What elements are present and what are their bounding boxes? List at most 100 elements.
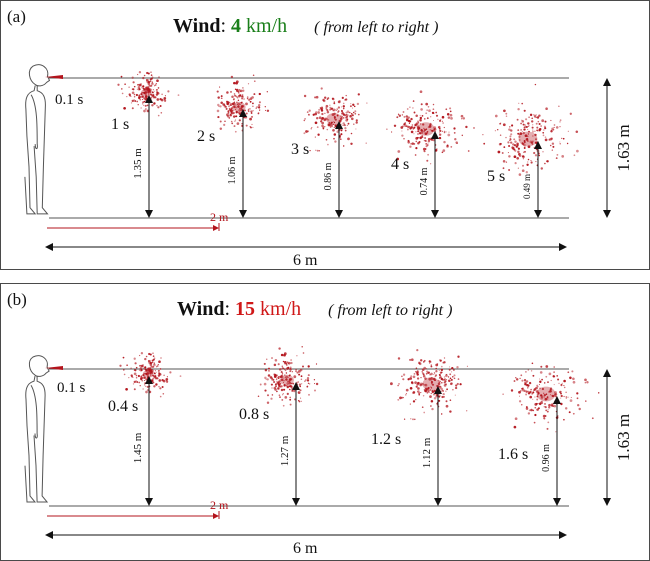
droplet-particle <box>561 155 565 158</box>
droplet-particle <box>136 381 139 383</box>
droplet-particle <box>537 130 539 132</box>
droplet-particle <box>355 121 358 124</box>
droplet-particle <box>507 141 510 144</box>
droplet-particle <box>166 376 168 378</box>
droplet-particle <box>131 76 134 79</box>
droplet-particle <box>333 102 336 105</box>
droplet-particle <box>342 124 344 126</box>
droplet-particle <box>218 105 220 107</box>
droplet-particle <box>286 384 288 386</box>
droplet-particle <box>442 392 445 396</box>
droplet-particle <box>427 140 431 143</box>
droplet-particle <box>273 380 276 384</box>
droplet-particle <box>494 130 496 132</box>
droplet-particle <box>240 107 243 110</box>
droplet-particle <box>541 378 543 381</box>
droplet-particle <box>320 120 323 123</box>
droplet-particle <box>523 109 526 112</box>
droplet-particle <box>264 376 267 380</box>
droplet-particle <box>569 399 573 402</box>
droplet-particle <box>234 120 236 122</box>
droplet-particle <box>241 122 243 125</box>
droplet-particle <box>144 366 147 369</box>
droplet-particle <box>415 399 417 401</box>
droplet-particle <box>303 119 306 122</box>
droplet-particle <box>249 97 253 101</box>
droplet-particle <box>405 117 409 121</box>
droplet-particle <box>423 150 426 153</box>
droplet-particle <box>244 116 247 119</box>
droplet-particle <box>515 378 519 381</box>
droplet-particle <box>304 117 307 120</box>
droplet-particle <box>233 105 236 109</box>
droplet-particle <box>264 106 266 108</box>
droplet-particle <box>258 101 261 104</box>
droplet-particle <box>419 123 422 125</box>
droplet-particle <box>440 368 444 372</box>
droplet-particle <box>315 111 318 114</box>
droplet-particle <box>569 112 572 115</box>
droplet-particle <box>156 89 158 91</box>
droplet-particle <box>326 128 329 131</box>
droplet-particle <box>528 145 530 147</box>
droplet-particle <box>425 102 429 106</box>
time-label: 1.6 s <box>498 446 528 463</box>
droplet-particle <box>427 153 429 156</box>
droplet-particle <box>148 92 150 94</box>
droplet-particle <box>257 395 260 398</box>
droplet-particle <box>523 147 526 149</box>
droplet-particle <box>422 374 424 376</box>
droplet-particle <box>307 365 310 368</box>
droplet-particle <box>519 132 523 135</box>
droplet-height-arrow-head-up <box>335 121 343 129</box>
droplet-particle <box>414 418 416 421</box>
droplet-particle <box>346 124 349 127</box>
droplet-particle <box>274 388 277 391</box>
droplet-particle <box>288 374 291 377</box>
droplet-particle <box>524 124 526 126</box>
droplet-particle <box>433 396 437 400</box>
droplet-particle <box>137 104 139 106</box>
droplet-particle <box>336 130 339 134</box>
droplet-particle <box>524 134 528 138</box>
droplet-particle <box>147 80 151 84</box>
droplet-particle <box>439 119 442 122</box>
droplet-particle <box>537 407 540 410</box>
droplet-particle <box>336 114 339 117</box>
droplet-particle <box>290 359 292 361</box>
droplet-particle <box>431 378 433 381</box>
droplet-particle <box>286 392 289 396</box>
droplet-particle <box>285 378 288 381</box>
droplet-particle <box>235 105 237 107</box>
droplet-particle <box>284 374 286 376</box>
droplet-particle <box>412 100 415 102</box>
droplet-particle <box>406 125 409 128</box>
droplet-particle <box>401 375 403 378</box>
droplet-particle <box>436 363 439 365</box>
droplet-particle <box>278 380 281 383</box>
title-speed-value: 15 <box>235 298 256 320</box>
droplet-particle <box>159 395 162 398</box>
droplet-particle <box>559 119 562 122</box>
droplet-particle <box>142 87 145 90</box>
droplet-particle <box>403 123 406 126</box>
droplet-particle <box>283 378 285 380</box>
droplet-particle <box>286 382 290 385</box>
droplet-particle <box>429 129 431 131</box>
droplet-particle <box>533 151 536 155</box>
droplet-particle <box>501 152 504 154</box>
droplet-particle <box>407 141 410 144</box>
droplet-particle <box>230 114 232 116</box>
droplet-particle <box>322 99 325 102</box>
droplet-particle <box>548 372 552 376</box>
droplet-particle <box>232 115 236 118</box>
droplet-particle <box>165 380 169 383</box>
droplet-particle <box>403 115 406 118</box>
droplet-particle <box>345 118 349 122</box>
droplet-particle <box>547 381 549 383</box>
droplet-particle <box>527 161 529 163</box>
droplet-particle <box>597 392 600 394</box>
droplet-particle <box>224 120 226 122</box>
droplet-particle <box>219 86 221 88</box>
droplet-particle <box>409 403 411 405</box>
